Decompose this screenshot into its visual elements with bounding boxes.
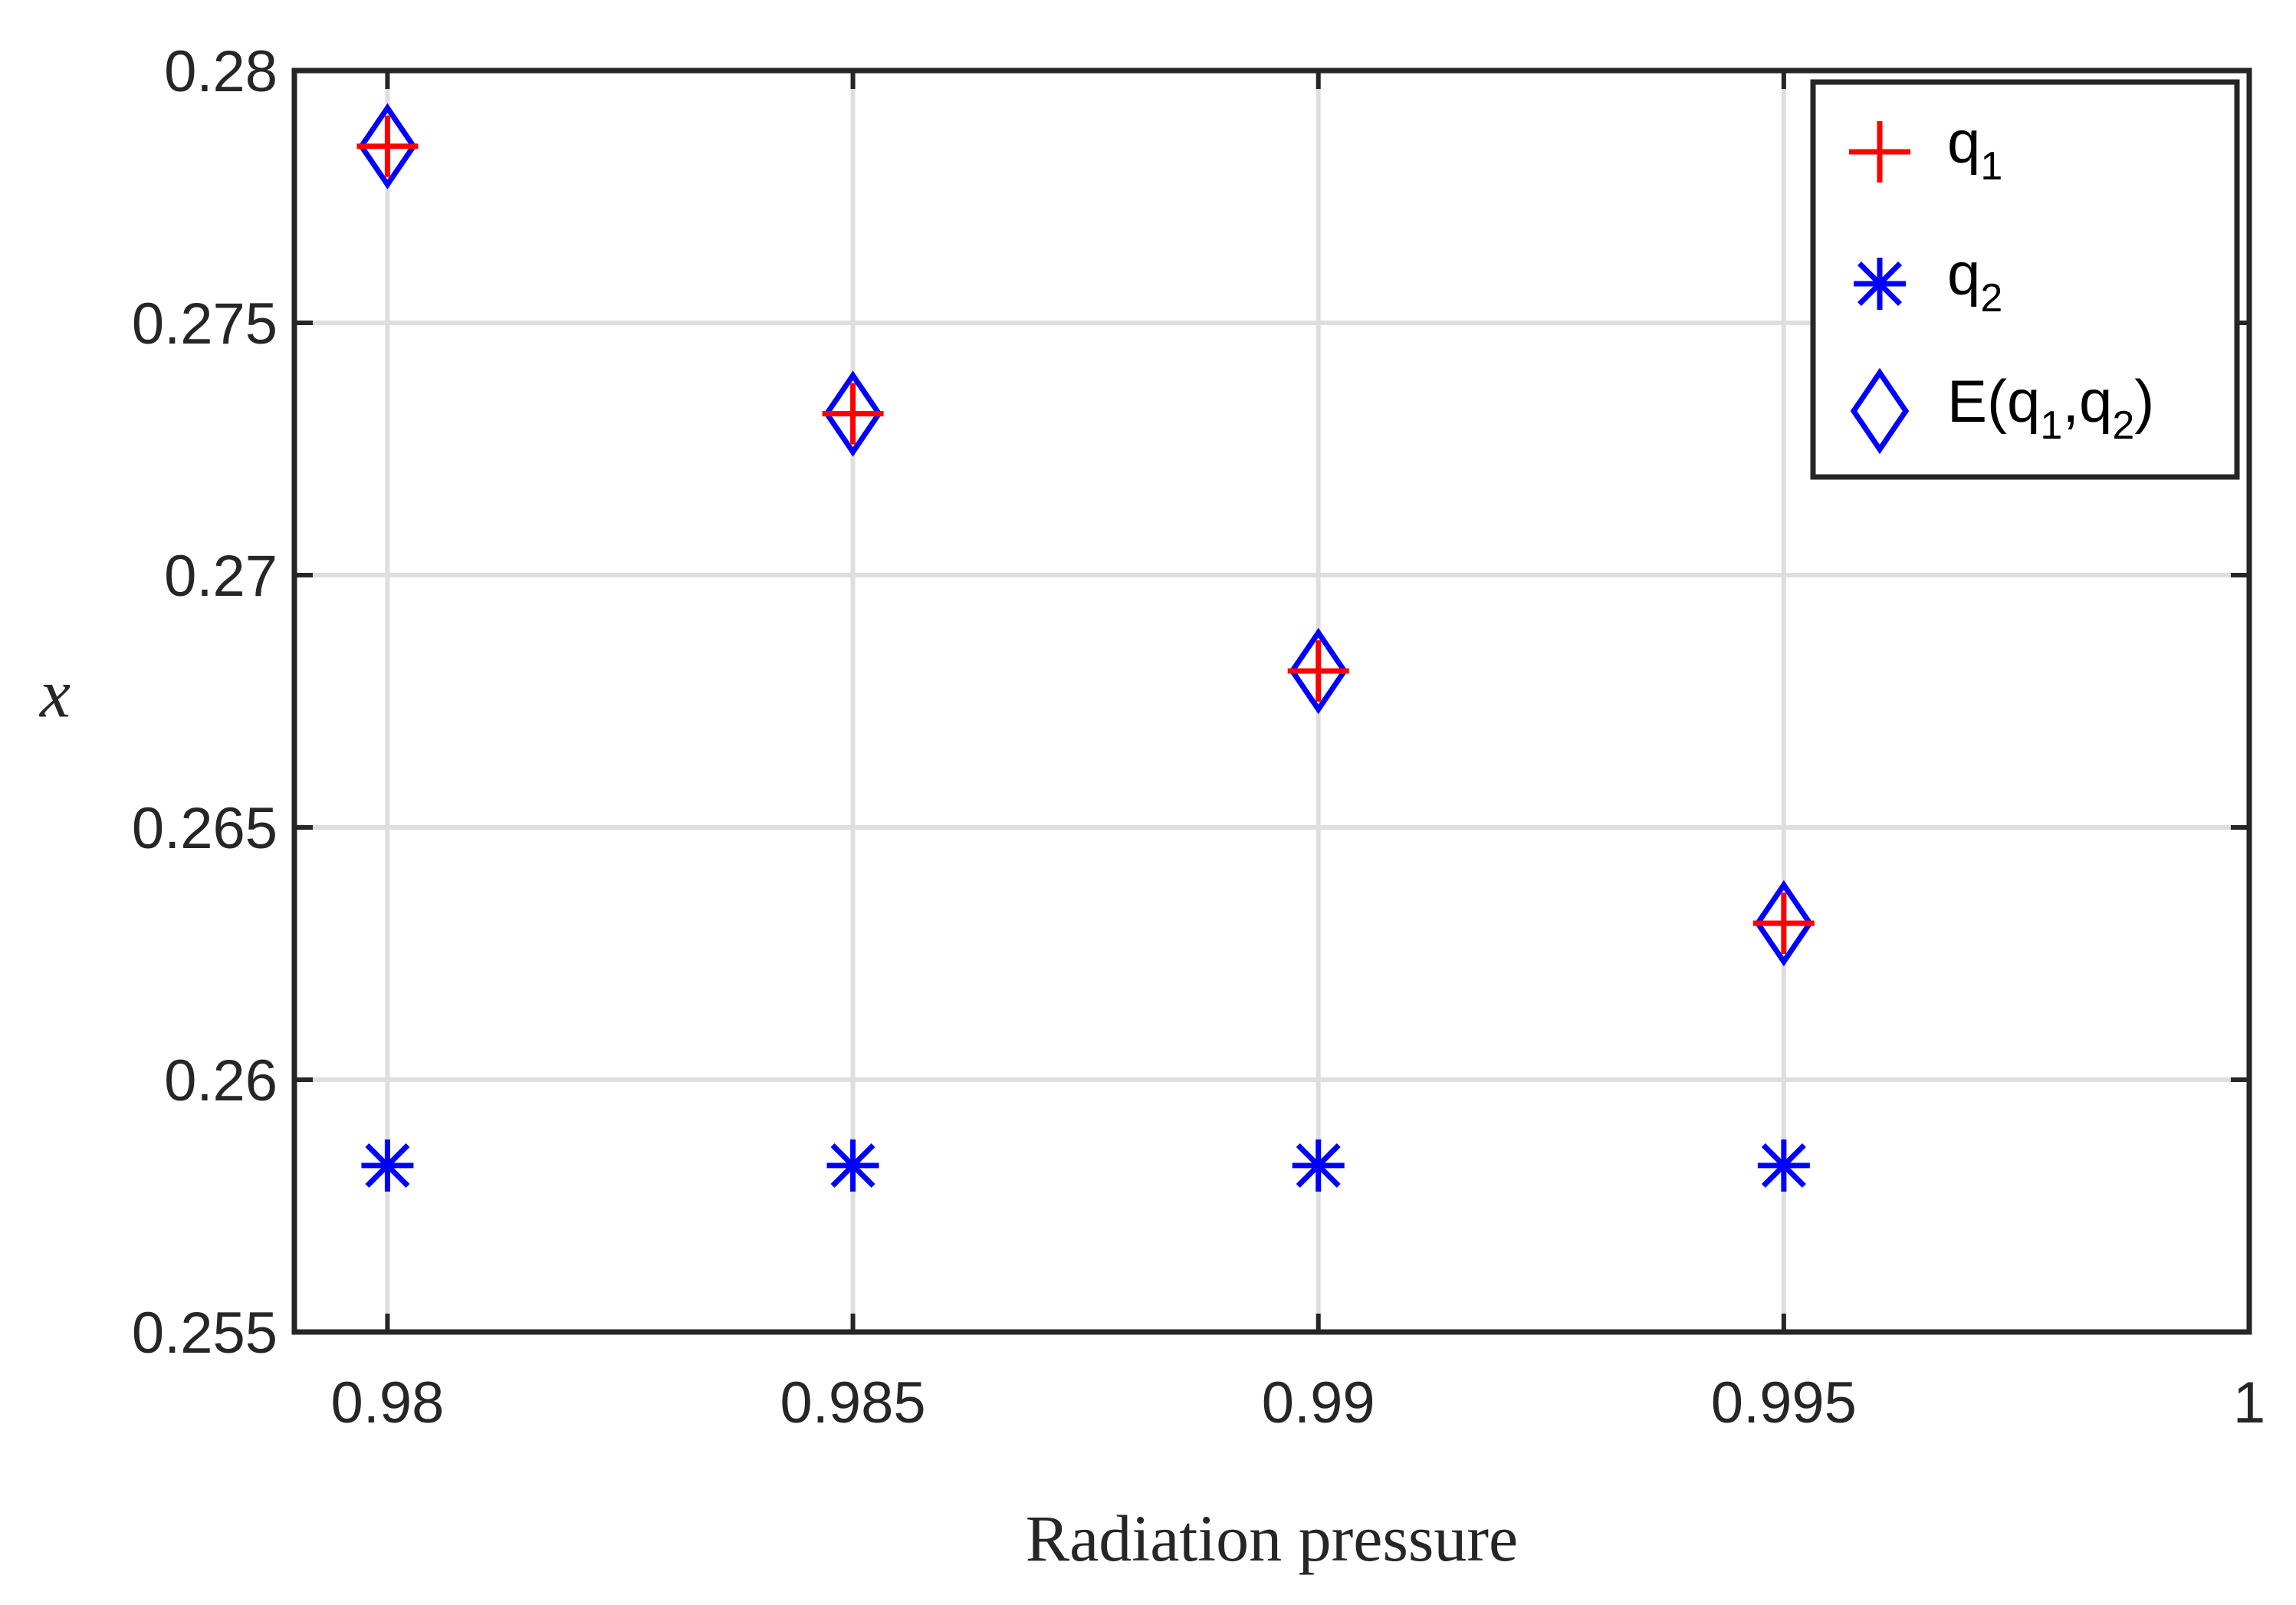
legend-label-e-part2: ,q — [2062, 367, 2112, 435]
legend-entry-expectation: E(q1,q2) — [1850, 367, 2154, 455]
x-tick-label: 0.985 — [780, 1370, 925, 1436]
legend-label-q1-main: q — [1947, 108, 1980, 176]
data-point-asterisk — [1757, 1139, 1810, 1192]
legend-label-expectation: E(q1,q2) — [1947, 367, 2154, 448]
x-tick-label: 1 — [2233, 1370, 2265, 1436]
data-point-diamond — [823, 370, 882, 457]
y-tick-label: 0.255 — [132, 1301, 278, 1366]
legend-label-e-part1: E(q — [1947, 367, 2040, 435]
legend-marker-shape — [1854, 258, 1906, 310]
y-tick-label: 0.27 — [164, 544, 278, 609]
y-tick-label: 0.275 — [132, 291, 278, 357]
y-tick-label: 0.26 — [164, 1048, 278, 1113]
legend-entry-q1: q1 — [1849, 108, 2002, 189]
data-markers — [356, 103, 1815, 1192]
data-point-asterisk — [1292, 1139, 1345, 1192]
data-point-diamond — [1754, 880, 1814, 967]
data-point-plus — [1287, 640, 1349, 702]
data-point-diamond — [1289, 627, 1348, 715]
x-axis-label: Radiation pressure — [1026, 1501, 1518, 1575]
y-tick-label: 0.265 — [132, 796, 278, 861]
x-tick-label: 0.995 — [1711, 1370, 1857, 1436]
data-point-diamond — [358, 103, 417, 189]
legend-label-q2: q2 — [1947, 240, 2002, 321]
legend-label-e-part3: ) — [2134, 367, 2154, 435]
y-axis-label: x — [38, 656, 71, 732]
legend-label-q2-main: q — [1947, 240, 1980, 308]
data-point-plus — [822, 383, 884, 445]
data-point-plus — [1752, 893, 1815, 955]
data-point-asterisk — [826, 1139, 879, 1192]
legend-label-e-sub1: 1 — [2040, 403, 2062, 448]
legend-marker-shape — [1850, 367, 1910, 455]
legend-label-e-sub2: 2 — [2112, 403, 2134, 448]
y-tick-label: 0.28 — [164, 39, 278, 104]
x-tick-label: 0.99 — [1262, 1370, 1375, 1436]
legend: q1 q2 E(q1,q2) — [1810, 79, 2240, 480]
legend-label-q2-sub: 2 — [1980, 276, 2002, 321]
legend-marker-shape — [1849, 121, 1910, 183]
axes-frame — [291, 67, 2252, 1335]
data-point-asterisk — [361, 1139, 414, 1192]
legend-marker-plus — [1849, 121, 1910, 183]
legend-label-q1-sub: 1 — [1980, 144, 2002, 189]
axis-ticks: 0.98 0.985 0.99 0.995 1 0.255 0.26 0.265 0.27 0.2… — [132, 39, 2265, 1436]
legend-marker-diamond — [1850, 367, 1910, 455]
data-point-plus — [356, 115, 419, 177]
legend-entry-q2: q2 — [1854, 240, 2002, 321]
legend-marker-asterisk — [1854, 258, 1906, 310]
x-tick-label: 0.98 — [330, 1370, 444, 1436]
legend-label-q1: q1 — [1947, 108, 2002, 189]
